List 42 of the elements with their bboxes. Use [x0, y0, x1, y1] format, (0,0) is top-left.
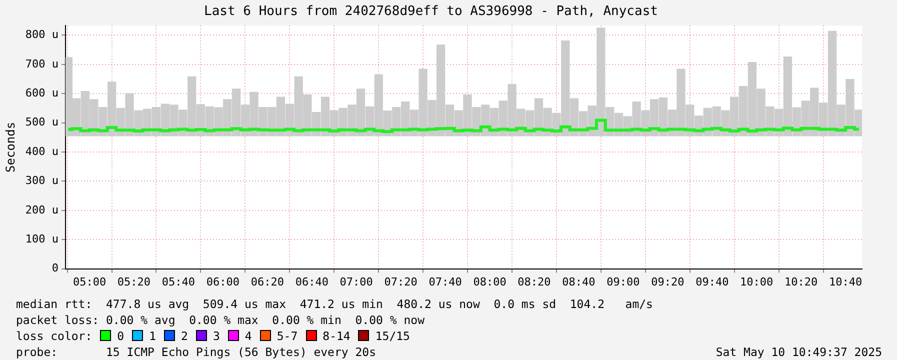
y-tick-label: 800 u [25, 28, 59, 42]
x-tick-label: 06:20 [250, 275, 284, 288]
y-tick-label: 400 u [25, 144, 59, 158]
text: 4 [244, 329, 252, 343]
x-tick-label: 10:00 [740, 275, 774, 288]
y-tick-label: 200 u [25, 203, 59, 216]
text: packet loss: 0.00 % avg 0.00 % max 0.00 % min 0.00 % now [16, 313, 424, 327]
text: 1 [149, 329, 156, 343]
x-tick-label: 05:20 [117, 275, 151, 288]
text: 3 [212, 329, 220, 343]
text: 8-14 [322, 329, 350, 343]
x-tick-label: 09:00 [606, 275, 640, 288]
x-tick-label: 05:40 [162, 275, 196, 288]
x-tick-label: 09:40 [696, 275, 729, 288]
y-axis-title: Seconds [3, 122, 18, 172]
x-tick-label: 10:20 [784, 275, 818, 288]
text: median rtt: 477.8 us avg 509.4 us max 471.2 us min 480.2 us now 0.0 ms sd 104.2 am/s [16, 297, 653, 311]
text: 2 [181, 329, 188, 343]
x-tick-label: 08:00 [473, 275, 506, 288]
y-tick-label: 100 u [25, 232, 59, 246]
text: Sat May 10 10:49:37 2025 [716, 344, 882, 360]
chart-title: Last 6 Hours from 2402768d9eff to AS396998 - Path, Anycast [204, 4, 658, 20]
text: 5-7 [276, 329, 298, 343]
text: loss color: [16, 329, 92, 343]
y-tick-label: 500 u [25, 116, 59, 129]
x-tick-label: 08:40 [562, 275, 596, 288]
x-tick-label: 07:40 [428, 275, 462, 288]
y-tick-label: 0 [52, 262, 59, 275]
y-tick-label: 600 u [25, 86, 59, 100]
x-tick-label: 10:40 [828, 275, 862, 288]
y-tick-label: 700 u [25, 57, 59, 70]
x-tick-label: 07:00 [340, 275, 373, 288]
text: 0 [117, 329, 124, 343]
x-tick-label: 06:00 [206, 275, 240, 288]
text: 15/15 [375, 329, 410, 343]
x-tick-label: 09:20 [651, 275, 684, 288]
x-tick-label: 07:20 [384, 275, 418, 288]
y-tick-label: 300 u [25, 174, 59, 188]
x-tick-label: 05:00 [72, 275, 106, 288]
x-tick-label: 06:40 [295, 275, 328, 288]
x-tick-label: 08:20 [518, 275, 551, 288]
text: probe: 15 ICMP Echo Pings (56 Bytes) every 20s [16, 345, 376, 359]
